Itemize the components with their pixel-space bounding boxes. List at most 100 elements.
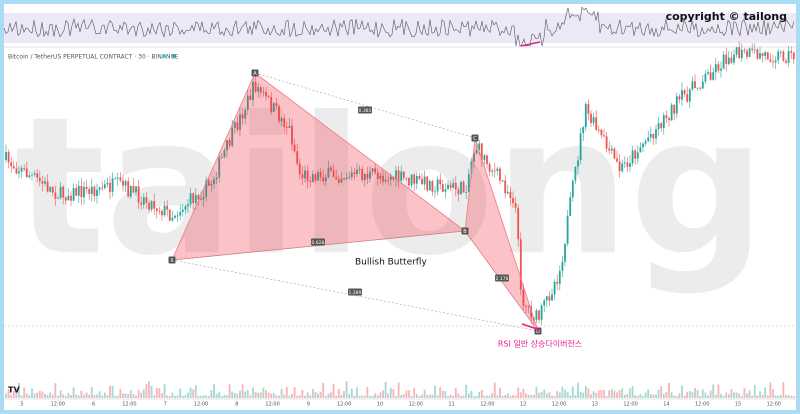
candle-body: [444, 189, 447, 192]
volume-bar: [119, 388, 122, 398]
volume-bar: [132, 393, 135, 398]
candle-body: [83, 186, 85, 198]
volume-bar: [137, 390, 140, 398]
status-dot: [162, 54, 166, 58]
candle-body: [421, 178, 423, 185]
volume-bar: [36, 392, 39, 398]
volume-bar: [220, 395, 223, 398]
candle-body: [132, 185, 135, 193]
volume-bar: [49, 392, 52, 398]
volume-bar: [356, 387, 358, 398]
candle-body: [571, 180, 574, 198]
volume-bar: [431, 394, 434, 398]
volume-bar: [322, 382, 325, 398]
volume-bar: [335, 395, 338, 398]
candle-body: [228, 140, 231, 146]
candle-body: [181, 209, 184, 212]
volume-bar: [278, 395, 280, 398]
volume-bar: [512, 395, 514, 398]
chart-panel: [4, 4, 796, 410]
symbol-header: Bitcoin / TetherUS PERPETUAL CONTRACT · …: [8, 54, 179, 61]
candle-body: [436, 179, 439, 192]
volume-bar: [447, 395, 449, 398]
candle-body: [7, 152, 10, 163]
volume-bar: [478, 391, 481, 398]
volume-bar: [236, 393, 239, 398]
volume-bar: [769, 382, 772, 398]
volume-bar: [499, 387, 501, 398]
ratio-line: [171, 230, 466, 261]
volume-bar: [649, 394, 652, 398]
candle-body: [296, 151, 299, 164]
volume-bar: [12, 390, 15, 398]
volume-bar: [725, 392, 728, 398]
time-label: 13: [592, 402, 598, 408]
candle-body: [350, 172, 353, 177]
candle-body: [608, 148, 611, 151]
candle-body: [38, 177, 41, 182]
price-divergence-line: [521, 323, 541, 331]
candle-body: [590, 113, 592, 123]
time-label: 12:00: [194, 402, 208, 408]
candle-body: [153, 200, 156, 209]
volume-bar: [753, 384, 756, 398]
volume-bar: [15, 388, 18, 398]
volume-bar: [150, 385, 153, 398]
candle-body: [306, 170, 309, 181]
volume-bar: [231, 391, 234, 398]
volume-bar: [215, 393, 218, 398]
candle-body: [428, 181, 431, 191]
candle-body: [369, 171, 371, 179]
volume-bar: [787, 395, 790, 398]
candle-body: [597, 129, 600, 131]
volume-bar: [733, 392, 735, 398]
volume-bar: [790, 395, 793, 398]
candle-body: [119, 177, 122, 181]
point-label-box: [251, 69, 259, 77]
volume-bar: [436, 395, 439, 398]
candle-body: [392, 176, 395, 180]
candle-body: [46, 181, 49, 192]
candle-body: [592, 117, 595, 123]
volume-bar: [779, 394, 782, 398]
candle-body: [652, 134, 655, 139]
volume-bar: [210, 390, 213, 398]
candle-body: [501, 180, 504, 182]
candle-body: [213, 179, 215, 184]
volume-bar: [465, 384, 468, 398]
copyright-watermark: copyright © tailong: [666, 10, 787, 23]
rsi-band: [4, 13, 796, 43]
candle-body: [577, 160, 579, 167]
status-dot: [172, 54, 176, 58]
volume-bar: [389, 387, 392, 398]
candle-body: [426, 176, 429, 191]
candle-body: [688, 89, 691, 102]
volume-bar: [662, 393, 665, 398]
candle-body: [774, 60, 777, 63]
candle-body: [150, 200, 153, 210]
ratio-label: 0.628: [312, 240, 325, 246]
volume-bar: [582, 392, 585, 398]
candle-body: [231, 127, 234, 146]
candle-body: [460, 181, 462, 195]
candle-body: [101, 187, 104, 189]
candle-body: [670, 104, 673, 121]
volume-bar: [392, 389, 395, 398]
candle-body: [236, 122, 239, 130]
volume-bar: [548, 392, 551, 398]
volume-bar: [415, 394, 418, 398]
candle-body: [395, 170, 397, 180]
volume-bar: [168, 395, 171, 398]
volume-bar: [670, 392, 673, 398]
volume-bar: [174, 395, 176, 398]
candle-body: [655, 129, 657, 139]
candle-body: [114, 178, 117, 180]
volume-bar: [759, 391, 761, 398]
volume-bar: [80, 390, 83, 398]
candle-body: [387, 179, 390, 181]
volume-bar: [41, 391, 44, 398]
time-label: 8: [235, 402, 238, 408]
volume-bar: [187, 392, 189, 398]
candle-body: [166, 205, 169, 210]
volume-bar: [467, 393, 470, 398]
